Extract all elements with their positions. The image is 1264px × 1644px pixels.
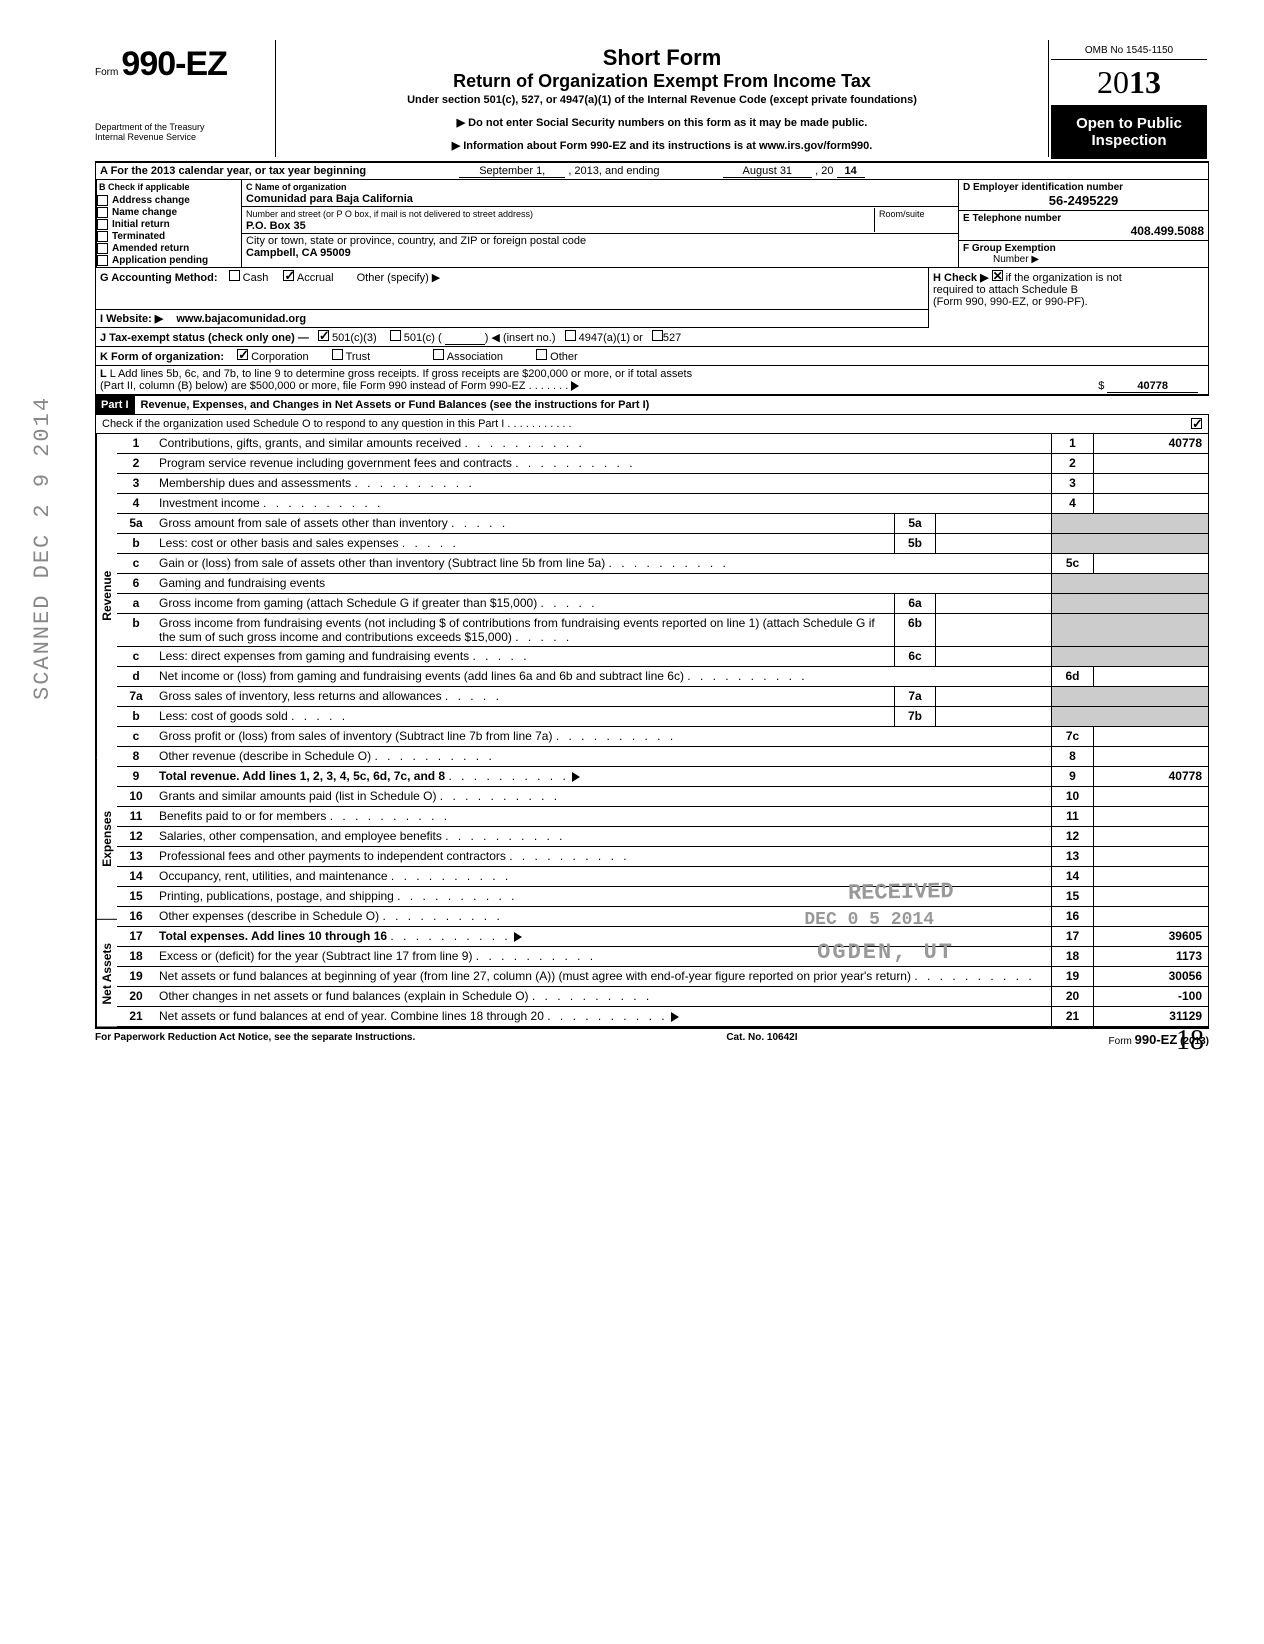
line-21: 21Net assets or fund balances at end of … — [117, 1007, 1208, 1027]
line-18: 18Excess or (deficit) for the year (Subt… — [117, 947, 1208, 967]
scanned-stamp: SCANNED DEC 2 9 2014 — [30, 396, 55, 700]
website: www.bajacomunidad.org — [176, 313, 306, 325]
note-ssn: ▶ Do not enter Social Security numbers o… — [286, 116, 1038, 129]
line-c: cGain or (loss) from sale of assets othe… — [117, 554, 1208, 574]
line-b: bLess: cost or other basis and sales exp… — [117, 534, 1208, 554]
chk-schedule-b[interactable] — [992, 270, 1003, 281]
line-2: 2Program service revenue including gover… — [117, 454, 1208, 474]
line-d: dNet income or (loss) from gaming and fu… — [117, 667, 1208, 687]
tax-year: 2013 — [1051, 60, 1207, 105]
line-a: A For the 2013 calendar year, or tax yea… — [95, 163, 1209, 180]
vtab-revenue: Revenue — [96, 434, 117, 758]
form-header: Form 990-EZ Department of the Treasury I… — [95, 40, 1209, 163]
chk-amended[interactable]: Amended return — [97, 243, 241, 254]
line-16: 16Other expenses (describe in Schedule O… — [117, 907, 1208, 927]
dept-treasury: Department of the Treasury — [95, 122, 275, 132]
line-20: 20Other changes in net assets or fund ba… — [117, 987, 1208, 1007]
chk-accrual[interactable] — [283, 270, 294, 281]
page-number: 18 — [1176, 1025, 1204, 1057]
line-14: 14Occupancy, rent, utilities, and mainte… — [117, 867, 1208, 887]
line-c: cGross profit or (loss) from sales of in… — [117, 727, 1208, 747]
entity-block: B Check if applicable Address change Nam… — [95, 180, 1209, 268]
line-17: 17Total expenses. Add lines 10 through 1… — [117, 927, 1208, 947]
part-1-header: Part I Revenue, Expenses, and Changes in… — [95, 395, 1209, 415]
chk-schedule-o[interactable] — [1191, 418, 1202, 429]
line-10: 10Grants and similar amounts paid (list … — [117, 787, 1208, 807]
chk-initial-return[interactable]: Initial return — [97, 219, 241, 230]
phone: 408.499.5088 — [963, 224, 1204, 238]
org-city: Campbell, CA 95009 — [246, 247, 351, 259]
title-short-form: Short Form — [286, 45, 1038, 71]
part-1-grid: Revenue Expenses Net Assets 1Contributio… — [95, 434, 1209, 1027]
line-b: bGross income from fundraising events (n… — [117, 614, 1208, 647]
line-a: aGross income from gaming (attach Schedu… — [117, 594, 1208, 614]
omb-number: OMB No 1545-1150 — [1051, 42, 1207, 60]
part-1-check-row: Check if the organization used Schedule … — [95, 415, 1209, 434]
chk-terminated[interactable]: Terminated — [97, 231, 241, 242]
chk-name-change[interactable]: Name change — [97, 207, 241, 218]
line-3: 3Membership dues and assessments . . . .… — [117, 474, 1208, 494]
line-8: 8Other revenue (describe in Schedule O) … — [117, 747, 1208, 767]
title-sub: Under section 501(c), 527, or 4947(a)(1)… — [286, 94, 1038, 106]
page-footer: For Paperwork Reduction Act Notice, see … — [95, 1027, 1209, 1047]
open-to-public: Open to PublicInspection — [1051, 105, 1207, 159]
title-return: Return of Organization Exempt From Incom… — [286, 71, 1038, 92]
ghijkl-block: G Accounting Method: Cash Accrual Other … — [95, 268, 1209, 395]
chk-501c3[interactable] — [318, 330, 329, 341]
form-number: 990-EZ — [121, 45, 227, 83]
chk-pending[interactable]: Application pending — [97, 255, 241, 266]
line-4: 4Investment income . . . . . . . . . .4 — [117, 494, 1208, 514]
chk-corporation[interactable] — [237, 349, 248, 360]
line-11: 11Benefits paid to or for members . . . … — [117, 807, 1208, 827]
line-13: 13Professional fees and other payments t… — [117, 847, 1208, 867]
chk-address-change[interactable]: Address change — [97, 195, 241, 206]
org-address: P.O. Box 35 — [246, 220, 306, 232]
col-b-header: B Check if applicable — [97, 180, 241, 194]
line-12: 12Salaries, other compensation, and empl… — [117, 827, 1208, 847]
note-info: ▶ Information about Form 990-EZ and its … — [286, 139, 1038, 152]
vtab-expenses: Expenses — [96, 758, 117, 920]
line-9: 9Total revenue. Add lines 1, 2, 3, 4, 5c… — [117, 767, 1208, 787]
line-7a: 7aGross sales of inventory, less returns… — [117, 687, 1208, 707]
line-6: 6Gaming and fundraising events — [117, 574, 1208, 594]
line-5a: 5aGross amount from sale of assets other… — [117, 514, 1208, 534]
line-19: 19Net assets or fund balances at beginni… — [117, 967, 1208, 987]
line-c: cLess: direct expenses from gaming and f… — [117, 647, 1208, 667]
org-name: Comunidad para Baja California — [246, 193, 413, 205]
line-15: 15Printing, publications, postage, and s… — [117, 887, 1208, 907]
form-prefix: Form — [95, 67, 118, 78]
line-1: 1Contributions, gifts, grants, and simil… — [117, 434, 1208, 454]
vtab-net-assets: Net Assets — [96, 920, 117, 1028]
dept-irs: Internal Revenue Service — [95, 132, 275, 142]
line-b: bLess: cost of goods sold . . . . .7b — [117, 707, 1208, 727]
ein: 56-2495229 — [963, 193, 1204, 208]
gross-receipts: 40778 — [1107, 380, 1198, 393]
